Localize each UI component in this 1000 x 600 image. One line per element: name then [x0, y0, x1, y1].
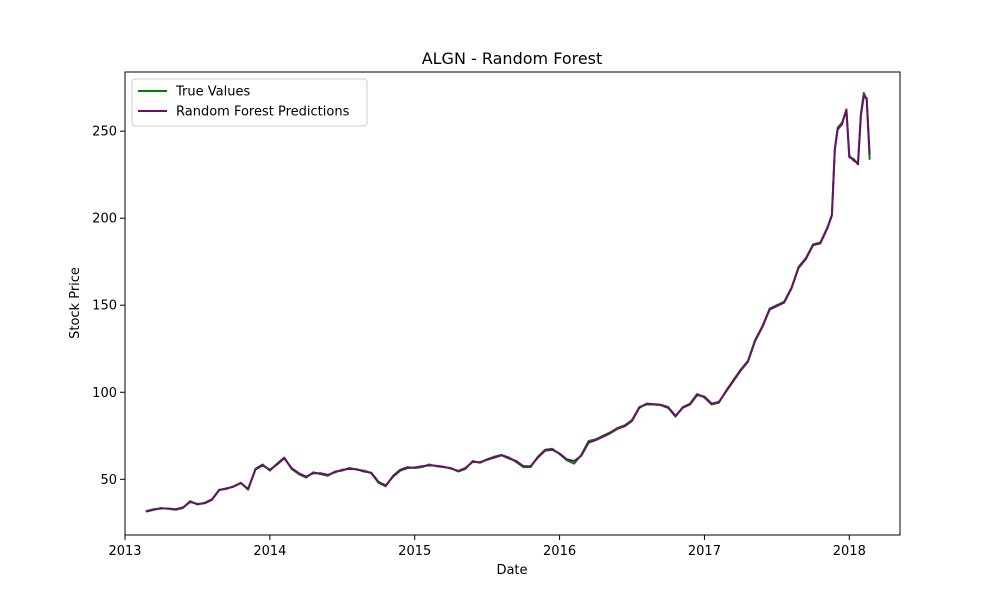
- x-axis-label: Date: [496, 563, 527, 578]
- chart-title: ALGN - Random Forest: [422, 49, 603, 68]
- y-tick-label: 100: [92, 386, 117, 401]
- x-tick-label: 2018: [833, 544, 866, 559]
- plot-area: [145, 91, 871, 513]
- series-line-1: [145, 95, 871, 512]
- y-tick-label: 200: [92, 212, 117, 227]
- y-tick-label: 50: [100, 473, 117, 488]
- x-tick-label: 2017: [688, 544, 721, 559]
- y-axis-label: Stock Price: [68, 267, 83, 339]
- y-axis: 50 100 150 200 250: [92, 125, 125, 488]
- x-tick-label: 2013: [108, 544, 141, 559]
- x-tick-label: 2015: [398, 544, 431, 559]
- y-tick-label: 150: [92, 299, 117, 314]
- legend-box: [131, 78, 368, 127]
- legend-label: Random Forest Predictions: [176, 105, 350, 120]
- legend: True Values Random Forest Predictions: [131, 78, 368, 127]
- legend-label: True Values: [175, 85, 250, 100]
- x-tick-label: 2016: [543, 544, 576, 559]
- x-tick-label: 2014: [253, 544, 286, 559]
- axes-frame: [124, 71, 901, 536]
- y-tick-label: 250: [92, 125, 117, 140]
- x-axis: 2013 2014 2015 2016 2017 2018: [108, 535, 866, 559]
